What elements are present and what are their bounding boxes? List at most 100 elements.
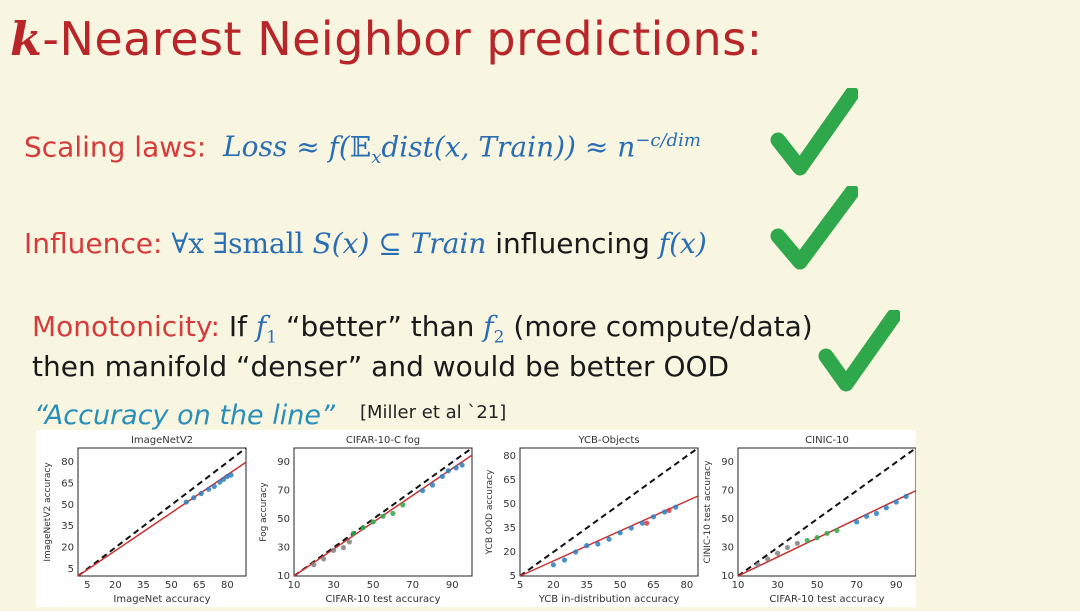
y-tick-label: 5: [68, 564, 74, 575]
data-point: [595, 541, 601, 547]
monotonicity-line-1: Monotonicity: If f1 “better” than f2 (mo…: [32, 310, 813, 348]
y-tick-label: 5: [510, 571, 516, 582]
x-tick-label: 30: [771, 580, 784, 591]
x-tick-label: 80: [221, 580, 234, 591]
monotonicity-line-2: then manifold “denser” and would be bett…: [32, 350, 730, 383]
y-tick-label: 30: [277, 543, 290, 554]
f-open: f(: [328, 130, 350, 164]
x-tick-label: 50: [811, 580, 824, 591]
x-tick-label: 10: [288, 580, 301, 591]
slide-title: k-Nearest Neighbor predictions:: [10, 12, 763, 66]
y-tick-label: 20: [61, 543, 74, 554]
data-point: [346, 539, 352, 545]
data-point: [873, 510, 880, 517]
check-icon-monotonicity: [818, 310, 900, 392]
data-point: [217, 479, 223, 485]
x-tick-label: 5: [84, 580, 90, 591]
x-tick-label: 20: [109, 580, 122, 591]
influencing-word: influencing: [495, 227, 650, 260]
data-point: [628, 525, 634, 531]
data-point: [774, 550, 781, 556]
x-axis-label: YCB in-distribution accuracy: [538, 594, 680, 605]
approx-sign-1: ≈: [296, 130, 320, 164]
y-tick-label: 50: [503, 499, 516, 510]
data-point: [311, 562, 317, 568]
y-axis-label: Fog accuracy: [259, 482, 269, 542]
if-word: If: [228, 310, 247, 343]
check-icon-scaling: [770, 88, 858, 176]
x-tick-label: 50: [165, 580, 178, 591]
data-point: [206, 486, 212, 492]
data-point: [453, 465, 459, 471]
monotonicity-label: Monotonicity:: [32, 310, 220, 343]
data-point: [419, 488, 426, 494]
y-tick-label: 35: [503, 523, 516, 534]
y-tick-label: 65: [61, 479, 74, 490]
data-point: [390, 510, 396, 517]
loss-term: Loss: [223, 130, 288, 164]
title-k: k: [10, 12, 43, 66]
f2-subscript: 2: [493, 327, 505, 348]
data-point: [639, 520, 645, 526]
f1-subscript: 1: [266, 327, 278, 348]
data-point: [584, 543, 590, 549]
scatter-plots-figure: ImageNetV2 ImageNet accuracy ImageNetV2 ac…: [43, 435, 917, 605]
data-point: [380, 513, 386, 519]
f1-symbol: f: [255, 310, 267, 343]
quantifiers: ∀x ∃small: [171, 227, 304, 260]
data-point: [400, 502, 406, 508]
y-tick-label: 35: [61, 521, 74, 532]
data-point: [228, 472, 234, 478]
data-point: [321, 556, 327, 562]
data-point: [360, 525, 366, 531]
y-tick-label: 30: [721, 543, 734, 554]
scatter-plots-panel: ImageNetV2 ImageNet accuracy ImageNetV2 ac…: [36, 430, 917, 607]
data-point: [883, 505, 889, 511]
y-tick-label: 50: [61, 500, 74, 511]
data-point: [191, 495, 197, 501]
data-point: [606, 536, 612, 542]
data-point: [221, 476, 227, 482]
better-than: “better” than: [285, 310, 475, 343]
data-point: [784, 544, 791, 551]
accuracy-on-the-line-quote: “Accuracy on the line”: [34, 400, 335, 431]
data-point: [370, 519, 376, 525]
y-axis-label: ImageNetV2 accuracy: [43, 462, 53, 562]
data-point: [903, 493, 909, 499]
title-text: -Nearest Neighbor predictions:: [42, 12, 763, 66]
y-tick-label: 65: [503, 475, 516, 486]
y-tick-label: 90: [277, 457, 290, 468]
y-tick-label: 50: [277, 514, 290, 525]
plot-title: ImageNetV2: [131, 435, 193, 446]
data-point: [439, 473, 445, 480]
data-point: [340, 544, 347, 551]
data-point: [804, 537, 810, 544]
y-tick-label: 10: [277, 571, 290, 582]
x-tick-label: 50: [614, 580, 627, 591]
data-point: [550, 562, 556, 568]
y-axis-label: CINIC-10 test accuracy: [703, 460, 713, 564]
fx-term: f(x): [658, 227, 707, 260]
plot-title: CINIC-10: [805, 435, 849, 446]
y-tick-label: 50: [721, 514, 734, 525]
check-icon-influence: [770, 186, 858, 270]
diagonal-reference-line: [293, 447, 473, 577]
data-point: [824, 530, 830, 536]
plot-title: CIFAR-10-C fog: [346, 435, 420, 446]
x-tick-label: 35: [137, 580, 150, 591]
x-axis-label: ImageNet accuracy: [113, 594, 210, 605]
data-point: [330, 547, 337, 553]
expectation-subscript: x: [371, 146, 382, 168]
citation: [Miller et al `21]: [360, 402, 507, 423]
data-point: [834, 527, 840, 534]
approx-sign-2: ≈: [584, 130, 609, 164]
x-tick-label: 70: [850, 580, 863, 591]
x-tick-label: 65: [193, 580, 206, 591]
y-tick-label: 10: [721, 571, 734, 582]
diagonal-reference-line: [519, 447, 699, 577]
compute-note: (more compute/data): [513, 310, 813, 343]
data-point: [755, 562, 761, 568]
data-point: [650, 514, 657, 520]
x-tick-label: 5: [517, 580, 523, 591]
x-tick-label: 65: [647, 580, 660, 591]
